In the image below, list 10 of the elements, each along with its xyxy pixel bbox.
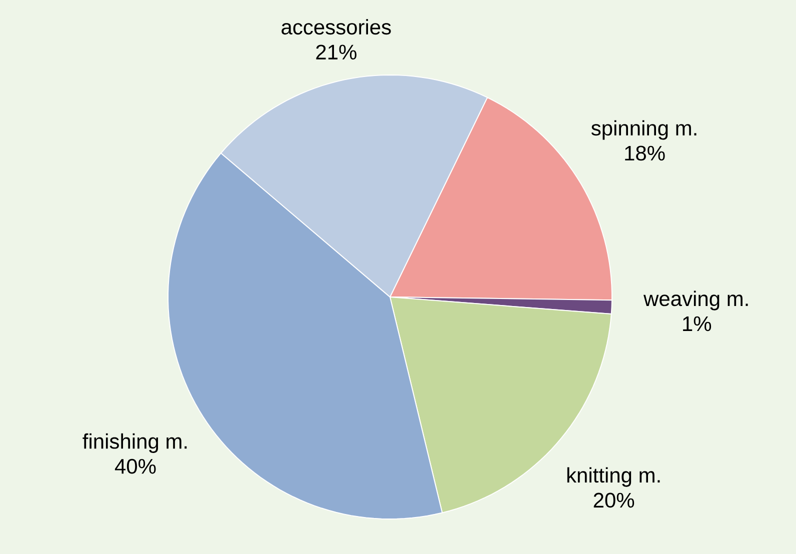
slice-label: spinning m. [591,120,696,140]
data-label: 40% [114,458,156,474]
slice-label: knitting m. [567,467,660,487]
data-label: 21% [316,44,356,60]
slice-label: accessories [282,19,391,35]
data-label: 20% [594,492,634,508]
data-label: 1% [683,316,712,332]
slice-label: finishing m. [82,433,187,453]
slice-label: weaving m. [643,290,748,310]
data-label: 18% [625,146,665,161]
